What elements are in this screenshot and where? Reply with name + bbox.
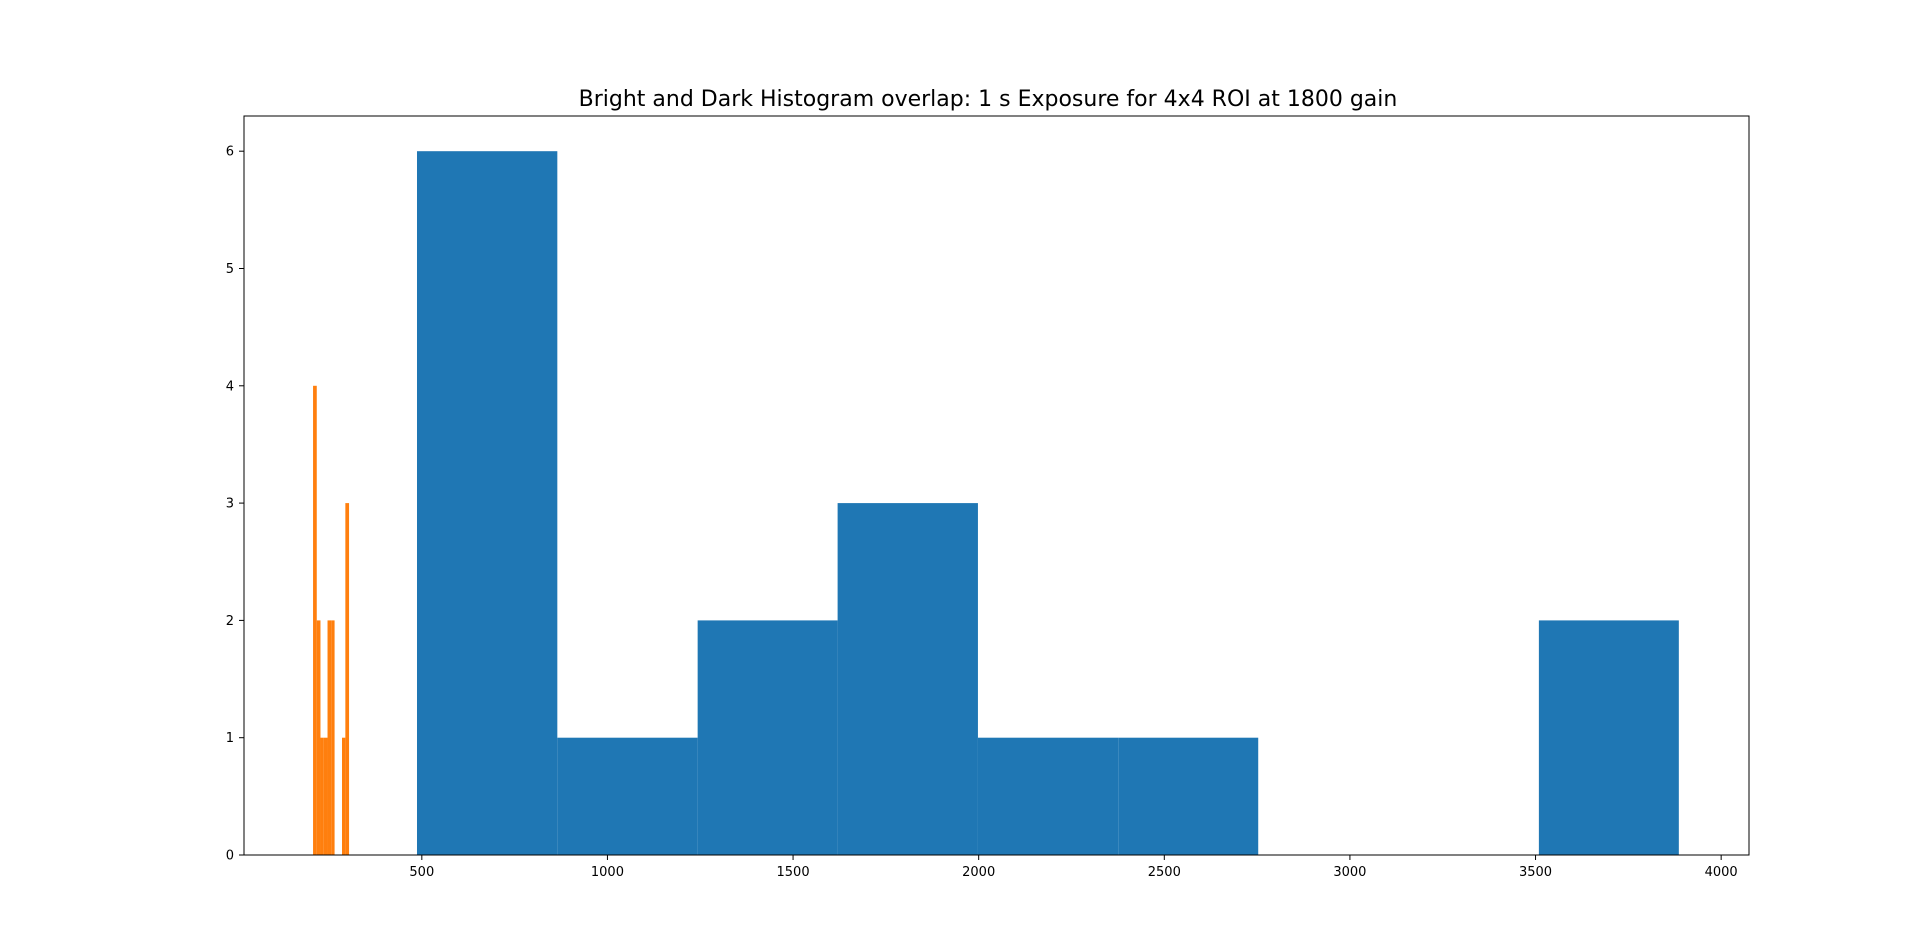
y-tick-label: 2: [226, 614, 234, 629]
x-tick-label: 1500: [777, 865, 810, 880]
x-tick-label: 2000: [962, 865, 995, 880]
histogram-bar-series-1-bin-5: [977, 737, 1119, 855]
ticks-layer: 500 1000 1500 2000 2500 3000 3500 4000 0 1 2 3 4 5 6: [226, 145, 1738, 880]
axes-layer: [243, 115, 1750, 856]
x-tick-label: 4000: [1705, 865, 1738, 880]
y-tick-label: 4: [226, 379, 234, 394]
chart-title: Bright and Dark Histogram overlap: 1 s E…: [579, 87, 1398, 112]
histogram-bar-series-1-bin-1: [416, 151, 558, 855]
histogram-bar-series-1-bin-3: [697, 620, 838, 855]
x-tick-label: 2500: [1148, 865, 1181, 880]
x-tick-label: 3500: [1519, 865, 1552, 880]
bars-layer: [313, 151, 1679, 855]
plot-frame: [243, 115, 1750, 856]
histogram-bar-series-1-bin-9: [1538, 620, 1679, 855]
histogram-bar-series-1-bin-2: [557, 737, 698, 855]
histogram-bar-series-2-bin-1: [313, 385, 317, 855]
histogram-bar-series-2-bin-4: [323, 737, 328, 855]
y-tick-label: 1: [226, 731, 234, 746]
y-tick-label: 6: [226, 145, 234, 160]
x-tick-label: 500: [409, 865, 434, 880]
histogram-bar-series-2-bin-9: [342, 737, 346, 855]
histogram-bar-series-2-bin-6: [331, 620, 335, 855]
y-tick-label: 5: [226, 262, 234, 277]
histogram-bar-series-2-bin-2: [316, 620, 321, 855]
histogram-bar-series-2-bin-5: [327, 620, 332, 855]
histogram-bar-series-2-bin-3: [320, 737, 324, 855]
histogram-bar-series-2-bin-10: [345, 503, 350, 855]
y-tick-label: 0: [226, 849, 234, 864]
x-tick-label: 3000: [1333, 865, 1366, 880]
x-tick-label: 1000: [591, 865, 624, 880]
histogram-bar-series-1-bin-6: [1118, 737, 1259, 855]
y-tick-label: 3: [226, 497, 234, 512]
histogram-bar-series-1-bin-4: [837, 503, 978, 855]
